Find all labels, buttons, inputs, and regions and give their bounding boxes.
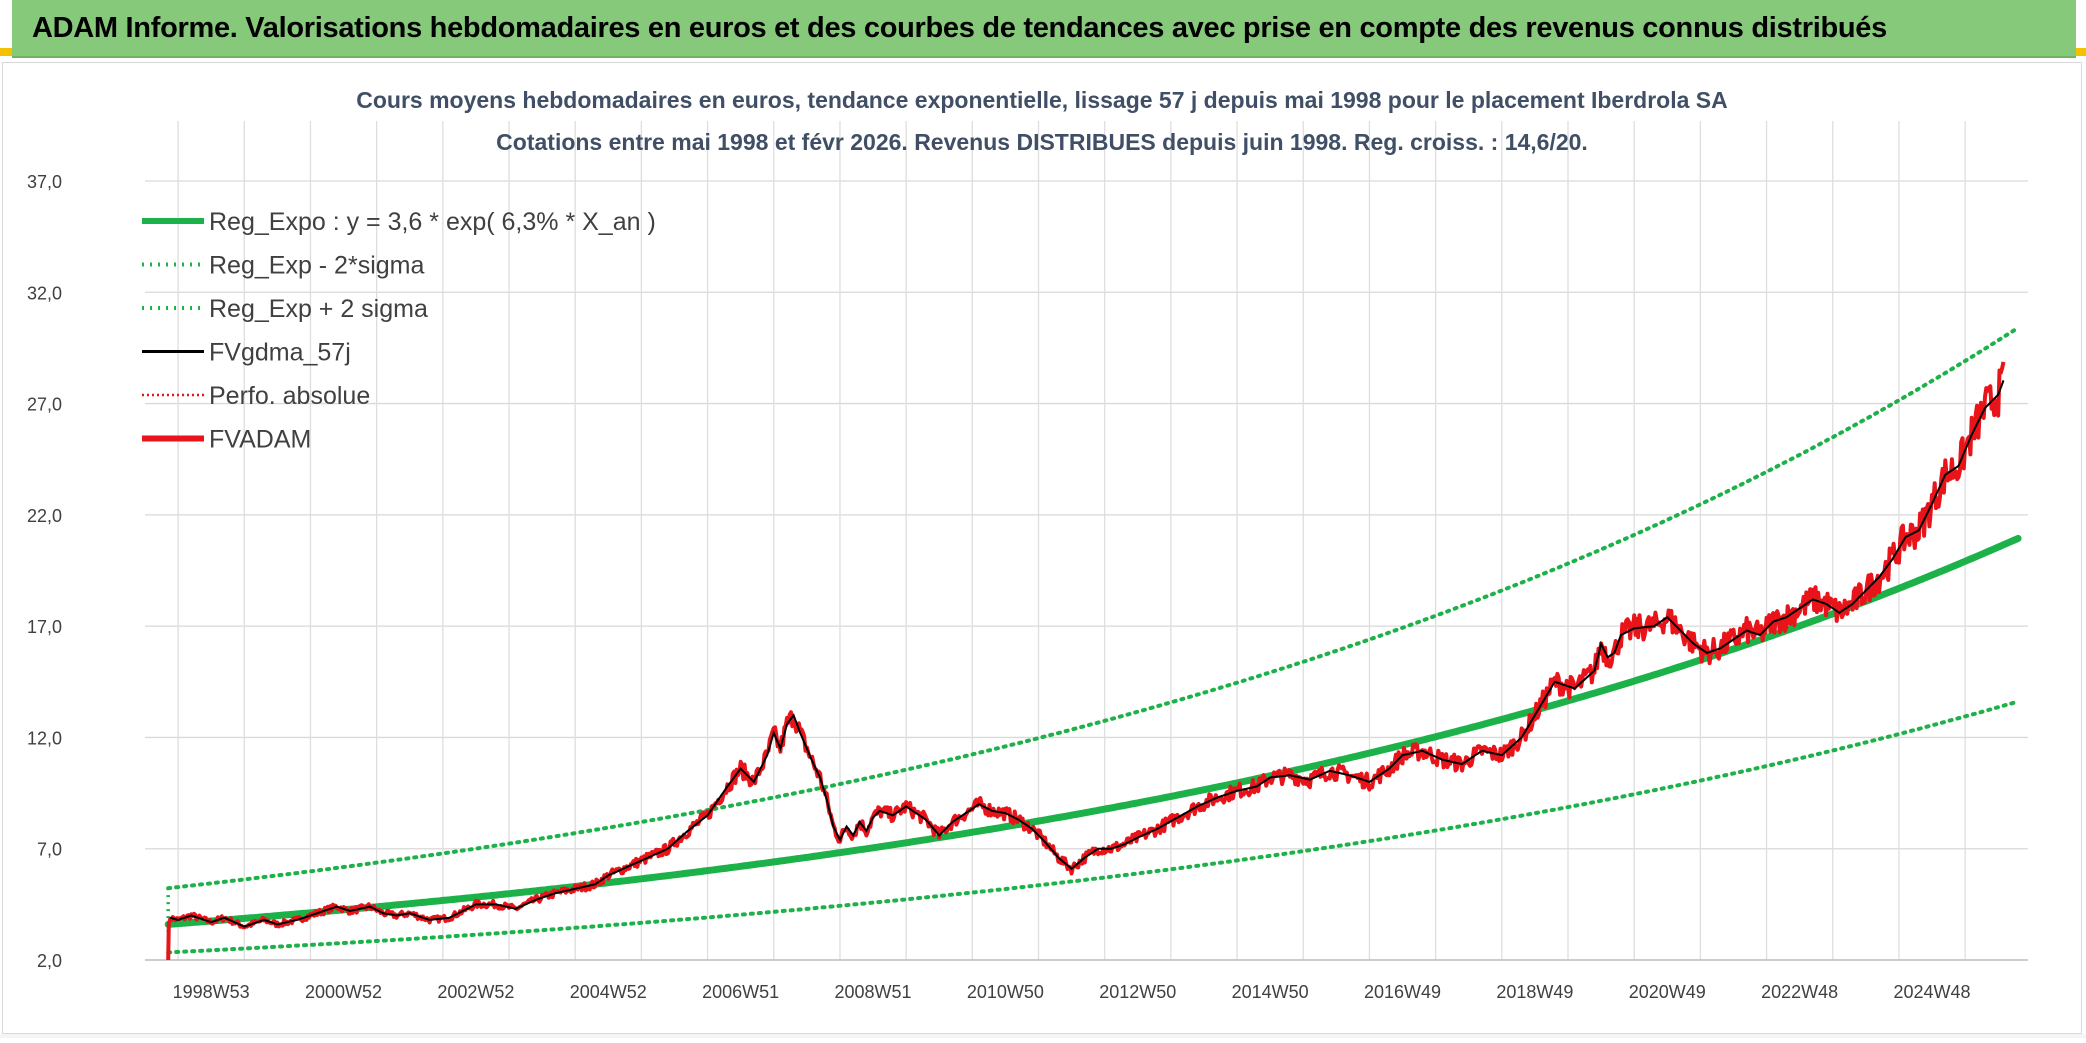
vertical-gridlines (145, 121, 2028, 961)
x-tick-label: 2024W48 (1893, 982, 1970, 1002)
reg-upper-curve (166, 325, 2021, 891)
x-tick-label: 2008W51 (835, 982, 912, 1002)
x-tick-label: 2020W49 (1629, 982, 1706, 1002)
x-tick-label: 2014W50 (1232, 982, 1309, 1002)
y-tick-label: 12,0 (27, 728, 62, 748)
x-tick-label: 2002W52 (437, 982, 514, 1002)
y-tick-label: 7,0 (37, 840, 62, 860)
fvgdma-curve (169, 380, 2005, 928)
x-tick-label: 2018W49 (1496, 982, 1573, 1002)
x-tick-label: 1998W53 (173, 982, 250, 1002)
report-header: ADAM Informe. Valorisations hebdomadaire… (12, 0, 2076, 58)
report-title: ADAM Informe. Valorisations hebdomadaire… (32, 11, 1887, 44)
x-tick-label: 2006W51 (702, 982, 779, 1002)
x-axis-ticks: 1998W53 2000W52 2002W52 2004W52 2006W51 2008W… (173, 982, 1971, 1002)
y-tick-label: 17,0 (27, 617, 62, 637)
y-tick-label: 32,0 (27, 283, 62, 303)
chart-border (2, 62, 2082, 1034)
chart-area: 2,0 7,0 12,0 17,0 22,0 27,0 32,0 37,0 1998W53 20… (0, 58, 2086, 1038)
x-tick-label: 2012W50 (1099, 982, 1176, 1002)
y-axis-ticks: 2,0 7,0 12,0 17,0 22,0 27,0 32,0 37,0 (27, 172, 62, 971)
reg-expo-curve (164, 534, 2022, 928)
legend-label: FVADAM (209, 426, 311, 454)
y-tick-label: 37,0 (27, 172, 62, 192)
fvadam-curve (166, 361, 2006, 961)
trend-chart: 2,0 7,0 12,0 17,0 22,0 27,0 32,0 37,0 1998W53 20… (27, 87, 2028, 1002)
corner-marker-right (2074, 48, 2086, 56)
y-tick-label: 27,0 (27, 395, 62, 415)
chart-title-line2: Cotations entre mai 1998 et févr 2026. R… (496, 129, 1588, 155)
x-tick-label: 2016W49 (1364, 982, 1441, 1002)
chart-legend: Reg_Expo : y = 3,6 * exp( 6,3% * X_an ) R… (142, 208, 656, 454)
legend-label: Reg_Exp + 2 sigma (209, 295, 428, 323)
x-tick-label: 2000W52 (305, 982, 382, 1002)
chart-curves (164, 325, 2022, 961)
corner-marker-left (0, 48, 12, 56)
legend-label: Reg_Exp - 2*sigma (209, 252, 424, 280)
legend-label: Reg_Expo : y = 3,6 * exp( 6,3% * X_an ) (209, 208, 656, 236)
reg-lower-curve (166, 699, 2021, 955)
y-tick-label: 22,0 (27, 506, 62, 526)
y-tick-label: 2,0 (37, 951, 62, 971)
x-tick-label: 2004W52 (570, 982, 647, 1002)
x-tick-label: 2022W48 (1761, 982, 1838, 1002)
x-tick-label: 2010W50 (967, 982, 1044, 1002)
bottom-strip (0, 1034, 2086, 1038)
legend-label: Perfo. absolue (209, 382, 370, 410)
chart-title-line1: Cours moyens hebdomadaires en euros, ten… (356, 87, 1728, 113)
legend-label: FVgdma_57j (209, 339, 351, 367)
